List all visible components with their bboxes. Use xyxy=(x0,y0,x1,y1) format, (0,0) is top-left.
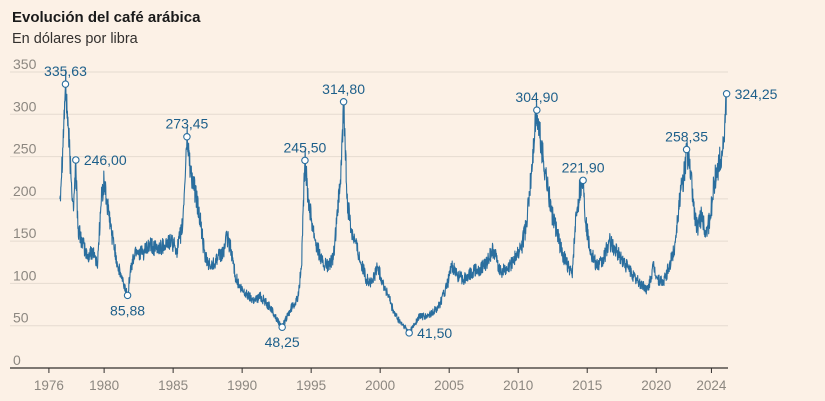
annotation-label: 304,90 xyxy=(515,89,558,105)
x-tick-label: 1985 xyxy=(158,378,188,393)
annotation-label: 273,45 xyxy=(166,116,209,132)
annotation-marker xyxy=(123,291,132,300)
x-tick-label: 1990 xyxy=(227,378,257,393)
grid-lines xyxy=(10,71,728,369)
series-line xyxy=(59,69,728,336)
y-tick-label: 300 xyxy=(13,98,37,114)
y-tick-label: 350 xyxy=(13,56,37,72)
y-tick-label: 150 xyxy=(13,225,37,241)
y-tick-label: 250 xyxy=(13,141,37,157)
annotation-marker xyxy=(72,156,80,164)
x-tick-label: 2000 xyxy=(365,378,395,393)
y-tick-label: 100 xyxy=(13,267,37,283)
annotations: 335,63 246,00 85,88 273,45 48,25 245,50 314,80… xyxy=(44,63,778,350)
annotation-marker xyxy=(301,156,309,165)
x-tick-label: 2010 xyxy=(503,378,533,393)
annotation-label: 246,00 xyxy=(84,152,127,168)
annotation-marker xyxy=(278,323,286,331)
price-series xyxy=(59,69,728,336)
annotation-label: 48,25 xyxy=(265,334,300,350)
y-axis-ticks: 0 50 100 150 200 250 300 350 xyxy=(13,56,37,368)
annotation-marker xyxy=(405,329,413,337)
chart-title: Evolución del café arábica xyxy=(12,9,201,26)
y-tick-label: 0 xyxy=(13,352,21,368)
annotation-marker xyxy=(533,106,541,114)
annotation-marker xyxy=(183,132,191,141)
annotation-marker xyxy=(722,90,731,98)
x-tick-label: 2015 xyxy=(572,378,602,393)
annotation-label: 258,35 xyxy=(665,129,708,145)
y-tick-label: 50 xyxy=(13,310,29,326)
x-axis-ticks: 1976 1980 1985 1990 1995 2000 2005 2010 2015 2020… xyxy=(34,368,727,393)
x-tick-label: 2005 xyxy=(434,378,464,393)
y-tick-label: 200 xyxy=(13,183,37,199)
annotation-label: 221,90 xyxy=(562,159,605,175)
x-tick-label: 1995 xyxy=(296,378,326,393)
annotation-marker xyxy=(682,145,691,154)
x-tick-label: 1980 xyxy=(89,378,119,393)
annotation-label: 324,25 xyxy=(735,86,778,102)
annotation-label: 335,63 xyxy=(44,63,87,79)
chart-subtitle: En dólares por libra xyxy=(12,31,138,47)
annotation-marker xyxy=(61,80,70,88)
annotation-label: 245,50 xyxy=(284,139,327,155)
annotation-marker xyxy=(339,98,348,106)
annotation-marker xyxy=(579,176,587,185)
annotation-label: 41,50 xyxy=(417,325,452,341)
annotation-label: 85,88 xyxy=(110,302,145,318)
x-tick-label: 2024 xyxy=(696,378,727,393)
x-tick-label: 2020 xyxy=(641,378,671,393)
annotation-label: 314,80 xyxy=(322,81,365,97)
x-tick-label: 1976 xyxy=(34,378,64,393)
